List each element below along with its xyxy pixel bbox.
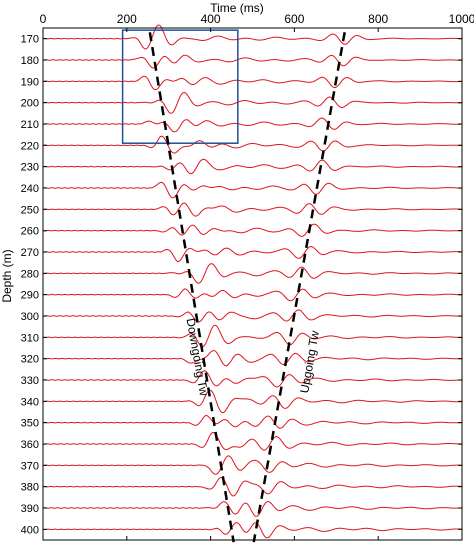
x-tick-label: 400 <box>201 12 221 26</box>
trace-210 <box>43 117 462 133</box>
y-tick-label: 270 <box>21 247 39 259</box>
y-axis-ticks: 170 180 190 200 210 220 230 240 250 260 270 280 290 3… <box>21 34 462 536</box>
y-tick-label: 300 <box>21 311 39 323</box>
y-tick-label: 260 <box>21 226 39 238</box>
y-tick-label: 320 <box>21 354 39 366</box>
trace-240 <box>42 181 462 199</box>
trace-250 <box>42 202 463 217</box>
trace-310 <box>42 324 463 348</box>
x-tick-label: 800 <box>368 12 388 26</box>
trace-380 <box>42 477 463 497</box>
y-tick-label: 230 <box>21 162 39 174</box>
trace-230 <box>42 158 463 175</box>
y-tick-label: 200 <box>21 98 39 110</box>
y-tick-label: 290 <box>21 290 39 302</box>
y-tick-label: 170 <box>21 34 39 46</box>
arrival-lines <box>148 32 346 543</box>
trace-190 <box>42 75 463 91</box>
y-tick-label: 220 <box>21 140 39 152</box>
x-axis-ticks: 0 200 400 600 800 1000 <box>40 12 474 540</box>
y-tick-label: 210 <box>21 119 39 131</box>
highlight-box-layer <box>121 29 239 144</box>
x-axis-label: Time (ms) <box>210 1 264 15</box>
y-tick-label: 250 <box>21 204 39 216</box>
trace-260 <box>42 223 462 237</box>
seismic-traces <box>42 24 463 539</box>
y-tick-label: 190 <box>21 76 39 88</box>
y-tick-label: 180 <box>21 55 39 67</box>
trace-360 <box>42 431 462 451</box>
y-tick-label: 240 <box>21 183 39 195</box>
y-tick-label: 400 <box>21 524 39 536</box>
x-tick-label: 600 <box>284 12 304 26</box>
trace-350 <box>42 415 462 429</box>
upgoing-line <box>252 32 346 543</box>
y-tick-label: 360 <box>21 439 39 451</box>
plot-frame <box>42 27 463 541</box>
trace-220 <box>42 135 463 154</box>
trace-200 <box>42 92 462 114</box>
trace-330 <box>42 370 462 388</box>
x-tick-label: 0 <box>40 12 47 26</box>
y-tick-label: 330 <box>21 375 39 387</box>
trace-370 <box>42 455 462 475</box>
trace-170 <box>42 24 462 50</box>
trace-180 <box>43 54 462 69</box>
trace-400 <box>42 522 462 539</box>
downgoing-line <box>148 32 235 543</box>
y-tick-label: 380 <box>21 482 39 494</box>
highlight-box <box>121 29 239 144</box>
trace-320 <box>42 350 462 367</box>
trace-390 <box>42 501 462 517</box>
y-tick-label: 310 <box>21 332 39 344</box>
trace-290 <box>42 288 462 302</box>
trace-280 <box>42 263 463 284</box>
y-tick-label: 280 <box>21 268 39 280</box>
y-tick-label: 340 <box>21 396 39 408</box>
y-axis-label: Depth (m) <box>0 249 14 302</box>
y-tick-label: 370 <box>21 460 39 472</box>
x-tick-label: 1000 <box>449 12 474 26</box>
x-tick-label: 200 <box>117 12 137 26</box>
y-tick-label: 350 <box>21 418 39 430</box>
trace-270 <box>43 245 463 263</box>
trace-300 <box>43 309 462 323</box>
trace-340 <box>42 389 462 414</box>
y-tick-label: 390 <box>21 503 39 515</box>
